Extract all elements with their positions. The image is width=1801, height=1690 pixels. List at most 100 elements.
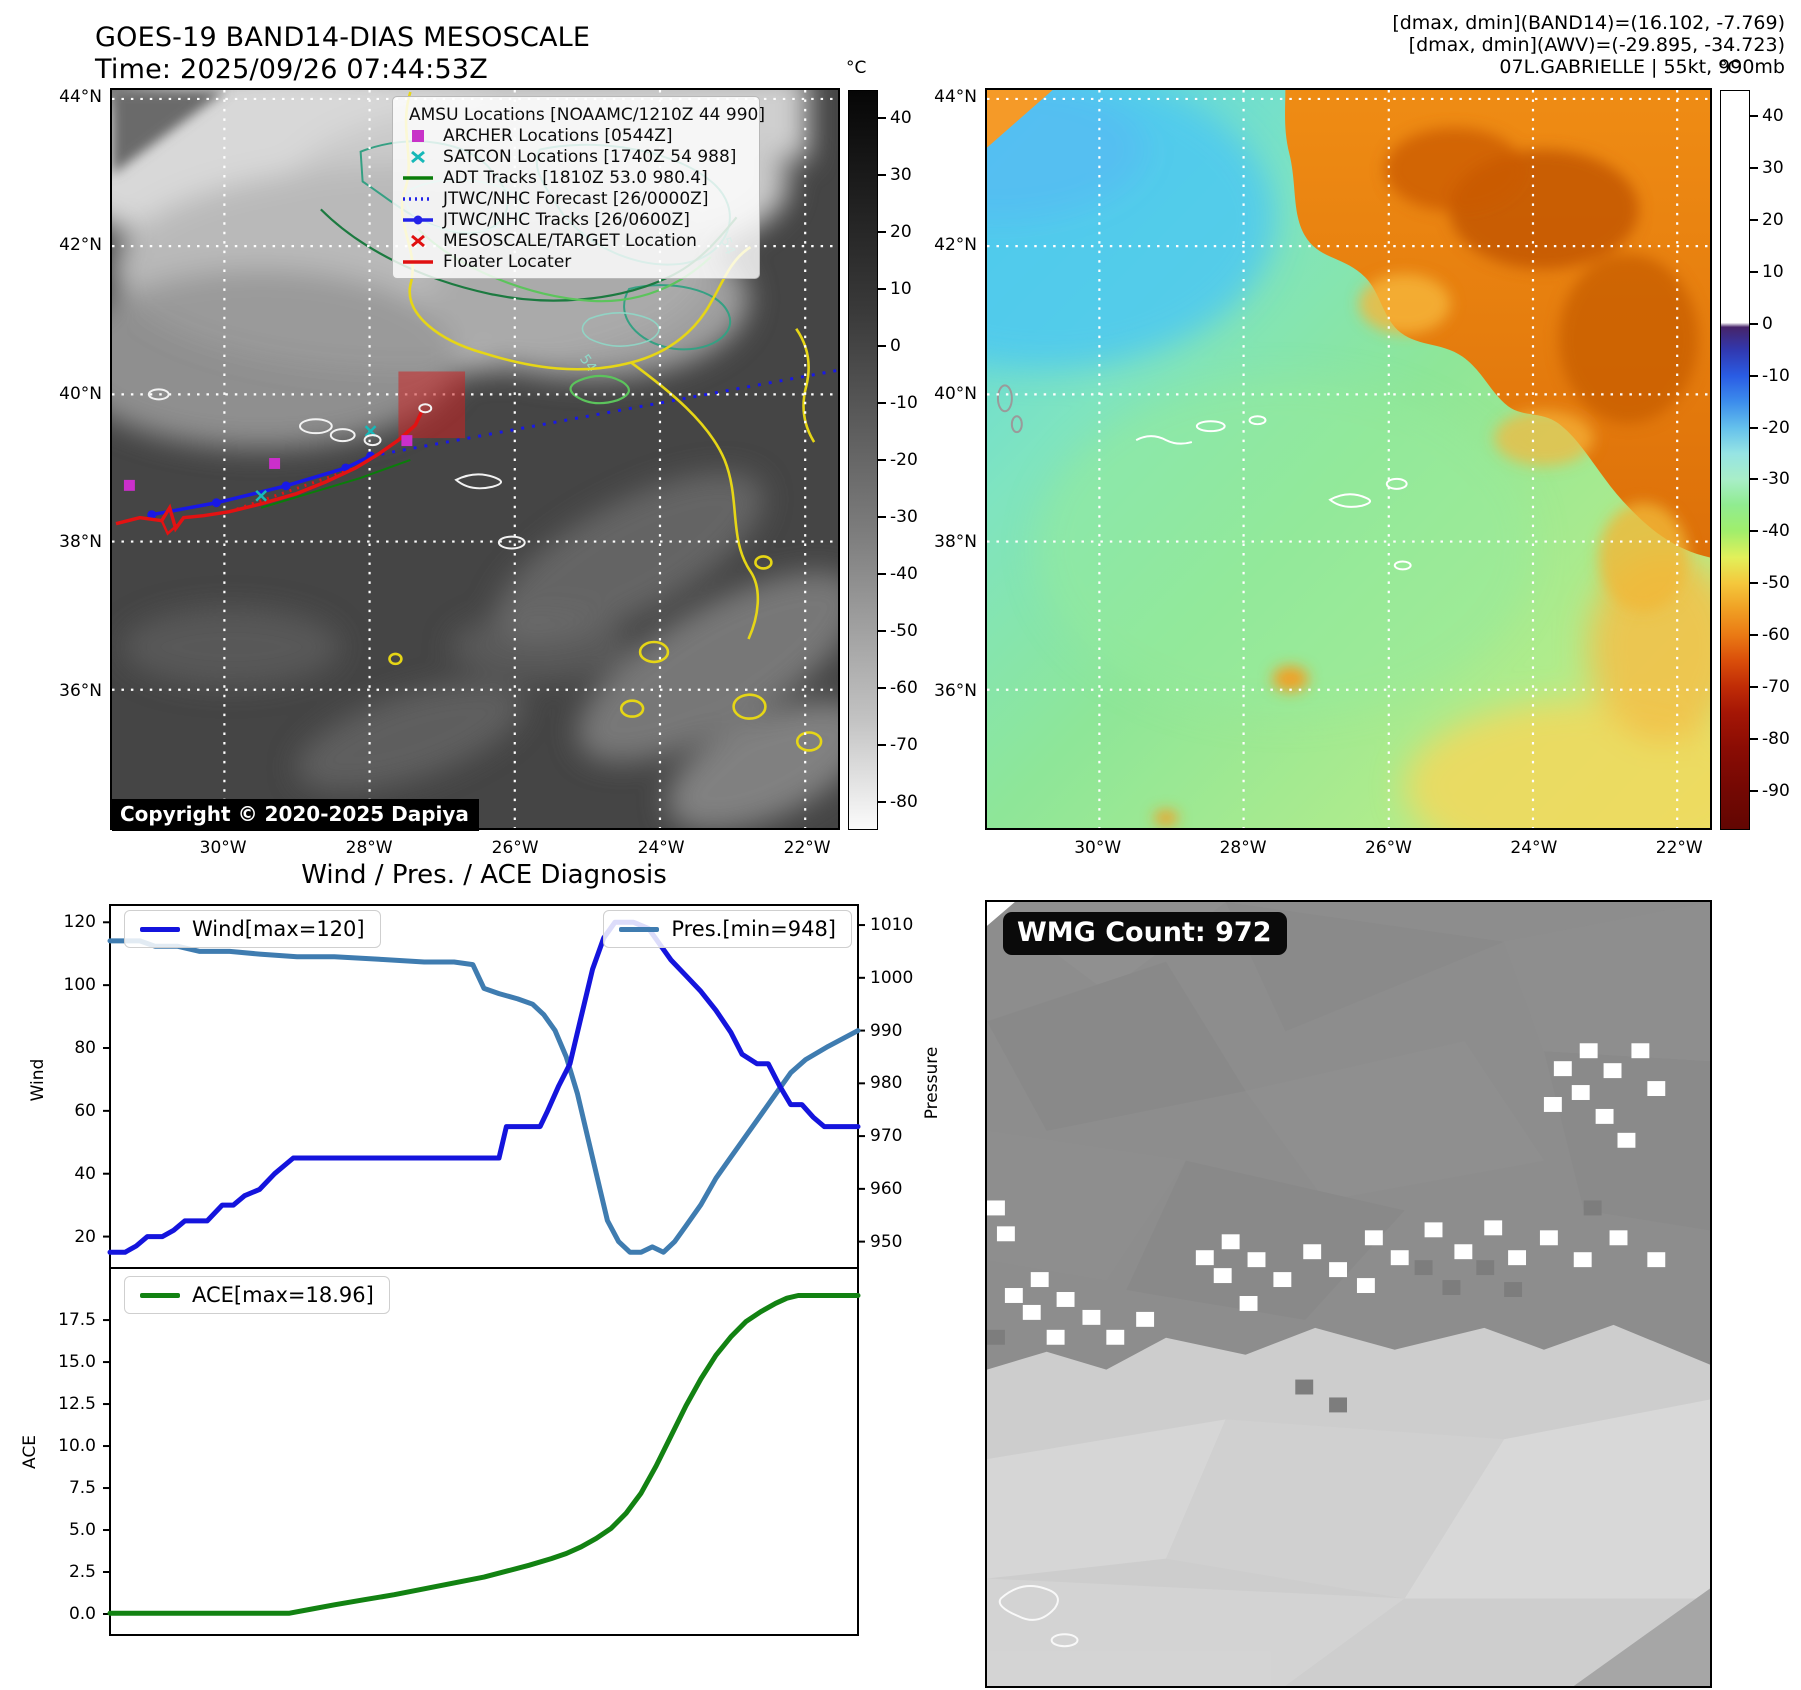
colorbar-tick-label: -70 [1762, 677, 1790, 698]
colorbar-tick [1750, 426, 1758, 429]
map-legend-label: SATCON Locations [1740Z 54 988] [443, 146, 737, 167]
series-ACE[max=18.96] [107, 1293, 861, 1616]
amsu-archer-markers [123, 435, 413, 491]
colorbar-tick-label: 30 [890, 165, 912, 186]
mesoscale-target-square [398, 371, 466, 439]
timestamp: Time: 2025/09/26 07:44:53Z [95, 54, 488, 85]
line-legend-marker-icon [403, 259, 433, 264]
colorbar-tick-label: -60 [1762, 625, 1790, 646]
colorbar-tick [1750, 478, 1758, 481]
map-legend: AMSU Locations [NOAAMC/1210Z 44 990] ARCH… [392, 96, 765, 279]
lat-tick-label: 36°N [934, 680, 977, 701]
wmg-count-badge: WMG Count: 972 [1003, 912, 1288, 955]
colorbar-tick-label: -80 [890, 791, 918, 812]
colorbar-tick-label: -80 [1762, 729, 1790, 750]
ace-line-swatch [140, 1292, 180, 1298]
map-legend-item-2: SATCON Locations [1740Z 54 988] [401, 146, 749, 167]
map-legend-item-1: ARCHER Locations [0544Z] [401, 125, 749, 146]
wind-tick-label: 80 [74, 1038, 96, 1058]
map-legend-label: MESOSCALE/TARGET Location [443, 230, 697, 251]
colorbar-tick [878, 800, 886, 803]
wind-tick-label: 40 [74, 1163, 96, 1184]
ace-tick-label: 0.0 [68, 1604, 96, 1624]
lon-tick-label: 22°W [1655, 838, 1703, 858]
lat-tick-label: 38°N [934, 532, 977, 553]
band14-colorbar [848, 90, 878, 830]
ace-axis-label: ACE [20, 1435, 40, 1469]
colorbar-tick [878, 231, 886, 234]
jtwc-forecast-line [370, 369, 838, 458]
colorbar-tick [878, 515, 886, 518]
colorbar-tick-label: 40 [890, 108, 912, 129]
pressure-axis-label: Pressure [922, 1046, 942, 1120]
ace-tick-label: 5.0 [68, 1520, 96, 1541]
colorbar-tick [878, 629, 886, 632]
colorbar-tick [1750, 582, 1758, 585]
ace-tick-label: 10.0 [58, 1436, 96, 1457]
colorbar-tick [1750, 790, 1758, 793]
wind-tick-label: 120 [63, 912, 96, 933]
colorbar-tick [878, 459, 886, 461]
map-legend-label: JTWC/NHC Forecast [26/0000Z] [443, 188, 709, 209]
colorbar-tick [878, 572, 886, 575]
colorbar-tick-label: 0 [890, 336, 901, 357]
lon-tick-label: 24°W [1510, 838, 1558, 858]
colorbar-tick-label: 0 [1762, 313, 1773, 334]
map-legend-label: AMSU Locations [NOAAMC/1210Z 44 990] [409, 104, 765, 125]
map-legend-item-0: AMSU Locations [NOAAMC/1210Z 44 990] [401, 104, 765, 125]
lon-tick-label: 26°W [1365, 838, 1412, 858]
colorbar-tick [878, 174, 886, 177]
map-legend-label: Floater Locater [443, 251, 572, 272]
x-legend-marker-icon [411, 234, 425, 247]
lat-tick-label: 44°N [59, 86, 102, 107]
lon-tick-label: 26°W [491, 838, 539, 858]
colorbar-tick-label: -30 [1762, 469, 1790, 490]
colorbar-tick-label: -50 [890, 620, 918, 641]
colorbar-tick [1750, 218, 1758, 221]
colorbar-tick [1750, 166, 1758, 169]
colorbar-tick [878, 402, 886, 405]
ace-legend: ACE[max=18.96] [124, 1276, 390, 1314]
line-dot-legend-marker-icon [403, 215, 433, 224]
colorbar-tick [1750, 322, 1758, 325]
wind-line-swatch [140, 926, 180, 932]
colorbar-tick [878, 288, 886, 291]
wind-legend: Wind[max=120] [124, 910, 381, 948]
awv-colorbar-unit: °C [1719, 58, 1740, 78]
wind-tick-label: 100 [63, 975, 96, 996]
lat-tick-label: 36°N [59, 680, 102, 701]
awv-satellite-image [987, 90, 1710, 828]
colorbar-tick [1750, 114, 1758, 117]
wmg-image [987, 902, 1710, 1686]
lat-tick-label: 42°N [59, 235, 102, 256]
colorbar-tick-label: -10 [890, 393, 918, 414]
awv-colorbar [1720, 90, 1750, 830]
coastline-contours [1135, 415, 1412, 571]
ace-tick-label: 15.0 [58, 1352, 96, 1373]
colorbar-tick-label: -60 [890, 677, 918, 698]
colorbar-tick-label: -20 [1762, 417, 1790, 438]
map-legend-item-6: MESOSCALE/TARGET Location [401, 230, 749, 251]
colorbar-tick [878, 686, 886, 689]
colorbar-tick [1750, 270, 1758, 273]
lat-tick-label: 40°N [934, 383, 977, 404]
ace-tick-label: 2.5 [68, 1562, 96, 1582]
colorbar-tick [878, 345, 886, 348]
band14-colorbar-unit: °C [846, 58, 867, 78]
pres-legend-label: Pres.[min=948] [671, 917, 836, 941]
colorbar-tick-label: -90 [1762, 781, 1790, 802]
colorbar-tick [1750, 530, 1758, 533]
pres-legend: Pres.[min=948] [603, 910, 852, 948]
colorbar-tick [1750, 374, 1758, 377]
colorbar-tick [878, 743, 886, 746]
wmg-white-blocks [987, 1043, 1666, 1345]
colorbar-tick-label: 20 [1762, 209, 1784, 230]
series-Wind[max=120] [107, 919, 861, 1255]
adt-track-line [260, 459, 411, 509]
wind-tick-label: 20 [74, 1226, 96, 1247]
wind-tick-label: 60 [74, 1100, 96, 1121]
colorbar-tick [878, 117, 886, 120]
lon-tick-label: 28°W [1219, 838, 1267, 858]
colorbar-tick-label: 30 [1762, 157, 1784, 178]
